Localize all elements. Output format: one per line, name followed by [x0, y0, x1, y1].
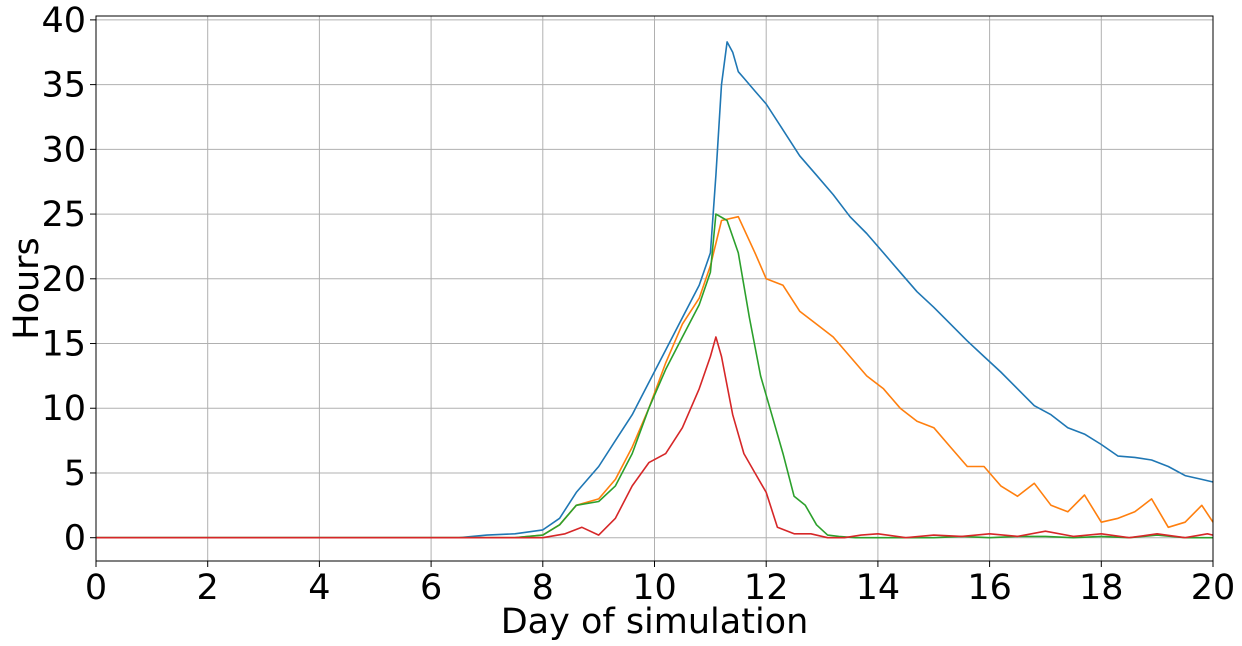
x-tick-label: 0 [85, 568, 107, 608]
x-tick-label: 6 [420, 568, 442, 608]
y-tick-label: 15 [41, 325, 86, 365]
series-line-1 [96, 41, 1214, 539]
y-tick-label: 35 [41, 66, 86, 106]
y-tick-label: 25 [41, 195, 86, 235]
x-tick-label: 18 [1079, 568, 1124, 608]
series-line-4 [96, 336, 1214, 539]
x-tick-label: 14 [856, 568, 901, 608]
y-tick-label: 40 [41, 1, 86, 41]
x-tick-label: 8 [532, 568, 554, 608]
y-axis-label: Hours [7, 237, 47, 340]
x-tick-label: 4 [308, 568, 330, 608]
x-tick-label: 2 [197, 568, 219, 608]
x-axis-label: Day of simulation [501, 602, 809, 642]
grid [95, 16, 1214, 561]
ticks: 0 2 4 6 8 10 12 14 16 18 20 0 5 10 15 20 25 30 35 40 [41, 1, 1235, 608]
series-line-3 [96, 213, 1213, 539]
y-tick-label: 20 [41, 260, 86, 300]
x-tick-label: 10 [632, 568, 677, 608]
series-line-2 [96, 215, 1214, 539]
x-tick-label: 16 [967, 568, 1012, 608]
y-tick-label: 30 [41, 130, 86, 170]
y-tick-label: 10 [41, 389, 86, 429]
series-layer [96, 41, 1214, 539]
y-tick-label: 0 [64, 519, 86, 559]
x-tick-label: 20 [1191, 568, 1236, 608]
x-tick-label: 12 [744, 568, 789, 608]
y-tick-label: 5 [64, 454, 86, 494]
